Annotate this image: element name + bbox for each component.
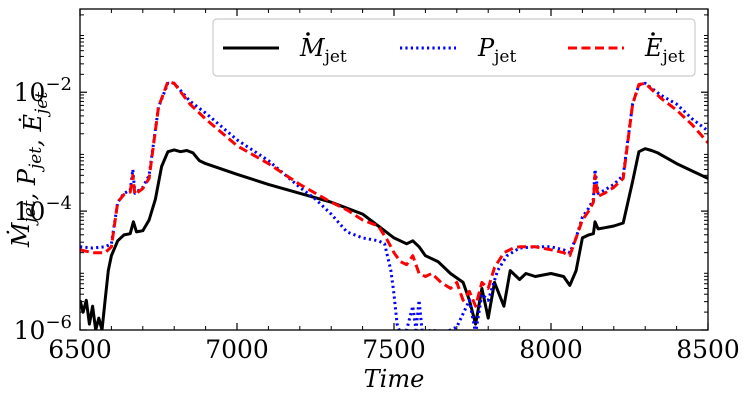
series-layer <box>80 80 708 330</box>
x-tick-label: 7500 <box>362 335 426 364</box>
legend-label-p-jet: Pjet <box>477 34 516 67</box>
y-axis-title: Ṁjet, Pjet, Ėjet <box>6 92 52 248</box>
dot-accent <box>306 32 310 36</box>
y-tick-label: 10−2 <box>14 74 72 107</box>
dot-accent <box>651 32 655 36</box>
x-tick-label: 8000 <box>519 335 583 364</box>
legend-label-edot-jet: Ejet <box>644 34 685 67</box>
x-axis-title: Time <box>364 365 425 393</box>
series-line-mdot-jet <box>80 147 708 330</box>
legend-label-mdot-jet: Mjet <box>299 34 347 67</box>
x-tick-label: 7000 <box>205 335 269 364</box>
y-tick-label: 10−4 <box>14 193 72 226</box>
x-tick-label: 6500 <box>48 335 112 364</box>
series-line-p-jet <box>80 81 708 330</box>
legend: Mjet Pjet Ejet <box>212 18 696 77</box>
x-tick-label: 8500 <box>676 335 740 364</box>
y-tick-label: 10−6 <box>14 312 72 345</box>
tick-layer: 6500 7000 7500 8000 8500 10−6 10−4 10−2 <box>14 9 740 364</box>
series-line-edot-jet <box>80 80 708 308</box>
